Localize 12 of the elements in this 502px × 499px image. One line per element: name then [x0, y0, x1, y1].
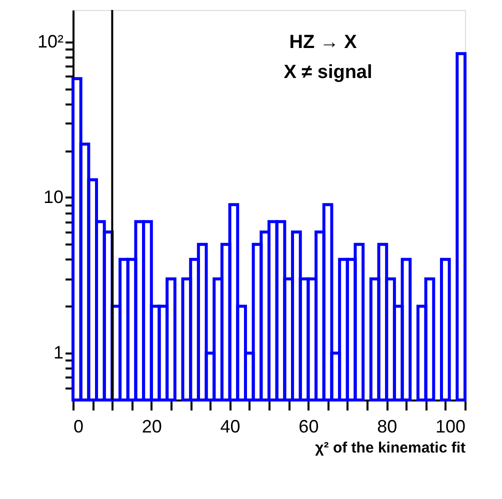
y-tick-label: 1: [53, 342, 64, 363]
x-tick-label: 100: [435, 416, 466, 436]
y-tick-label: 10: [43, 186, 64, 207]
annotation: X ≠ signal: [284, 62, 372, 83]
x-tick-label: 60: [298, 416, 319, 436]
x-tick-label: 80: [377, 416, 398, 436]
x-tick-label: 40: [220, 416, 240, 436]
annotation: HZ → X: [289, 32, 358, 53]
x-tick-label: 20: [142, 416, 162, 436]
x-tick-label: 0: [74, 416, 84, 436]
x-axis-title: χ² of the kinematic fit: [315, 440, 466, 456]
y-tick-label: 10²: [37, 31, 64, 52]
